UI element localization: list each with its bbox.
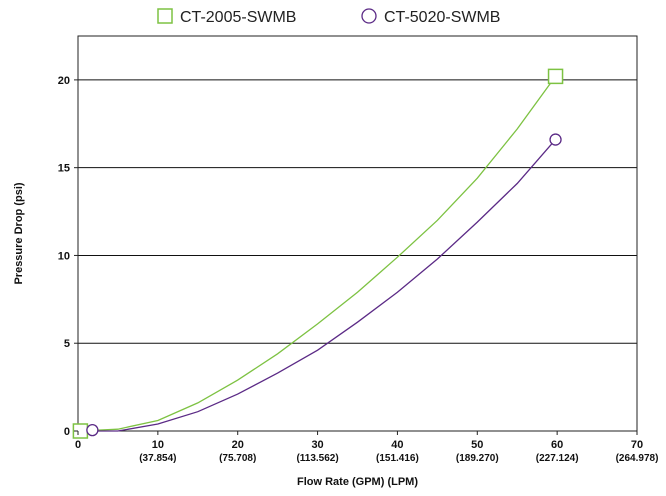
legend-label: CT-5020-SWMB [384,9,500,26]
plot-area-frame [77,35,638,432]
legend-label: CT-2005-SWMB [180,9,296,26]
x-axis-title: Flow Rate (GPM) (LPM) [297,476,418,488]
legend-circle-icon [361,8,377,24]
x-tick-label: 70 [631,439,643,451]
x-tick-label: 30 [311,439,323,451]
x-tick-label: 50 [471,439,483,451]
legend: CT-2005-SWMB CT-5020-SWMB [157,8,500,26]
x-axis-ticks: 0 10 (37.854) 20 (75.708) 30 (113.562) 40 (151.4… [75,431,658,464]
x-tick-label: 0 [75,439,81,451]
series-1-marker [547,68,564,85]
y-tick-label: 10 [58,250,70,262]
y-tick-label: 20 [58,75,70,87]
x-tick-sublabel: (227.124) [536,453,579,464]
grid-lines [78,79,637,344]
series-2-marker [549,133,562,146]
y-tick-label: 15 [58,163,70,175]
series-layer [72,68,564,439]
x-tick-sublabel: (37.854) [139,453,176,464]
x-tick-sublabel: (151.416) [376,453,419,464]
y-axis-title: Pressure Drop (psi) [13,182,25,284]
series-line-2 [92,139,556,432]
legend-square-icon [157,8,173,24]
series-line-1 [80,76,557,432]
series-2-marker [86,423,99,437]
x-tick-label: 20 [232,439,244,451]
x-tick-label: 60 [551,439,563,451]
x-tick-label: 10 [152,439,164,451]
y-tick-label: 5 [64,338,70,350]
x-tick-label: 40 [391,439,403,451]
x-tick-sublabel: (189.270) [456,453,499,464]
x-tick-sublabel: (75.708) [219,453,256,464]
x-tick-sublabel: (113.562) [296,453,338,464]
y-axis-ticks: 0 5 10 15 20 [58,75,78,438]
y-tick-label: 0 [64,426,70,438]
x-tick-sublabel: (264.978) [616,453,659,464]
